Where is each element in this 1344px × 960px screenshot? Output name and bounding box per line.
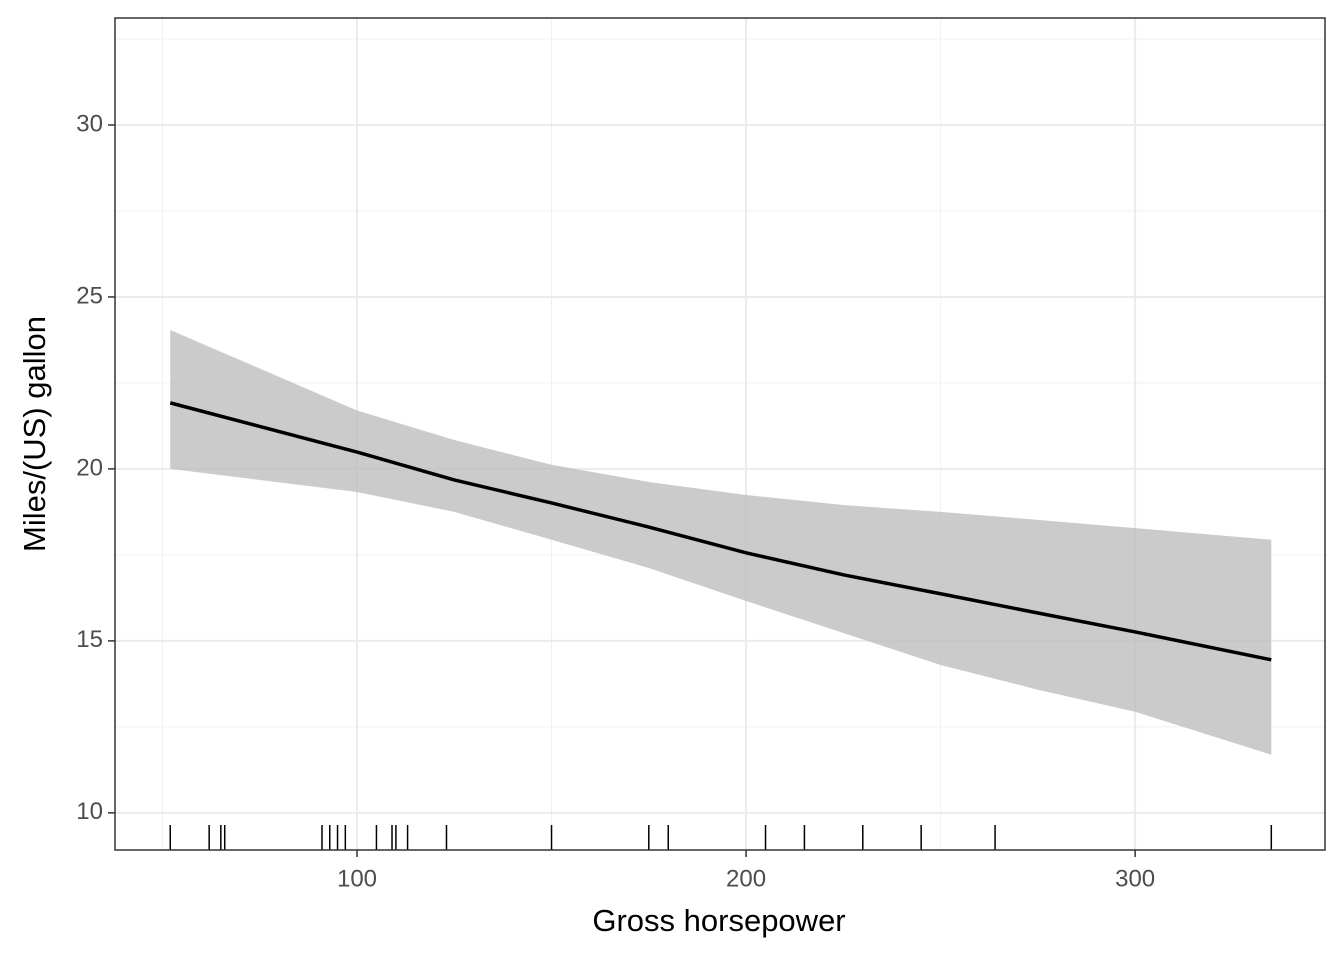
x-tick-label: 200	[726, 865, 766, 892]
panel-border	[114, 17, 1326, 851]
x-tick-label: 100	[337, 865, 377, 892]
x-tick-label: 300	[1115, 865, 1155, 892]
y-axis-title: Miles/(US) gallon	[17, 316, 52, 552]
y-tick-label: 15	[76, 626, 103, 653]
x-axis-title: Gross horsepower	[592, 903, 845, 938]
confidence-band	[170, 329, 1272, 755]
y-tick-label: 25	[76, 282, 103, 309]
y-tick-label: 10	[76, 798, 103, 825]
y-tick-label: 30	[76, 110, 103, 137]
line	[169, 401, 1272, 662]
y-tick-label: 20	[76, 454, 103, 481]
